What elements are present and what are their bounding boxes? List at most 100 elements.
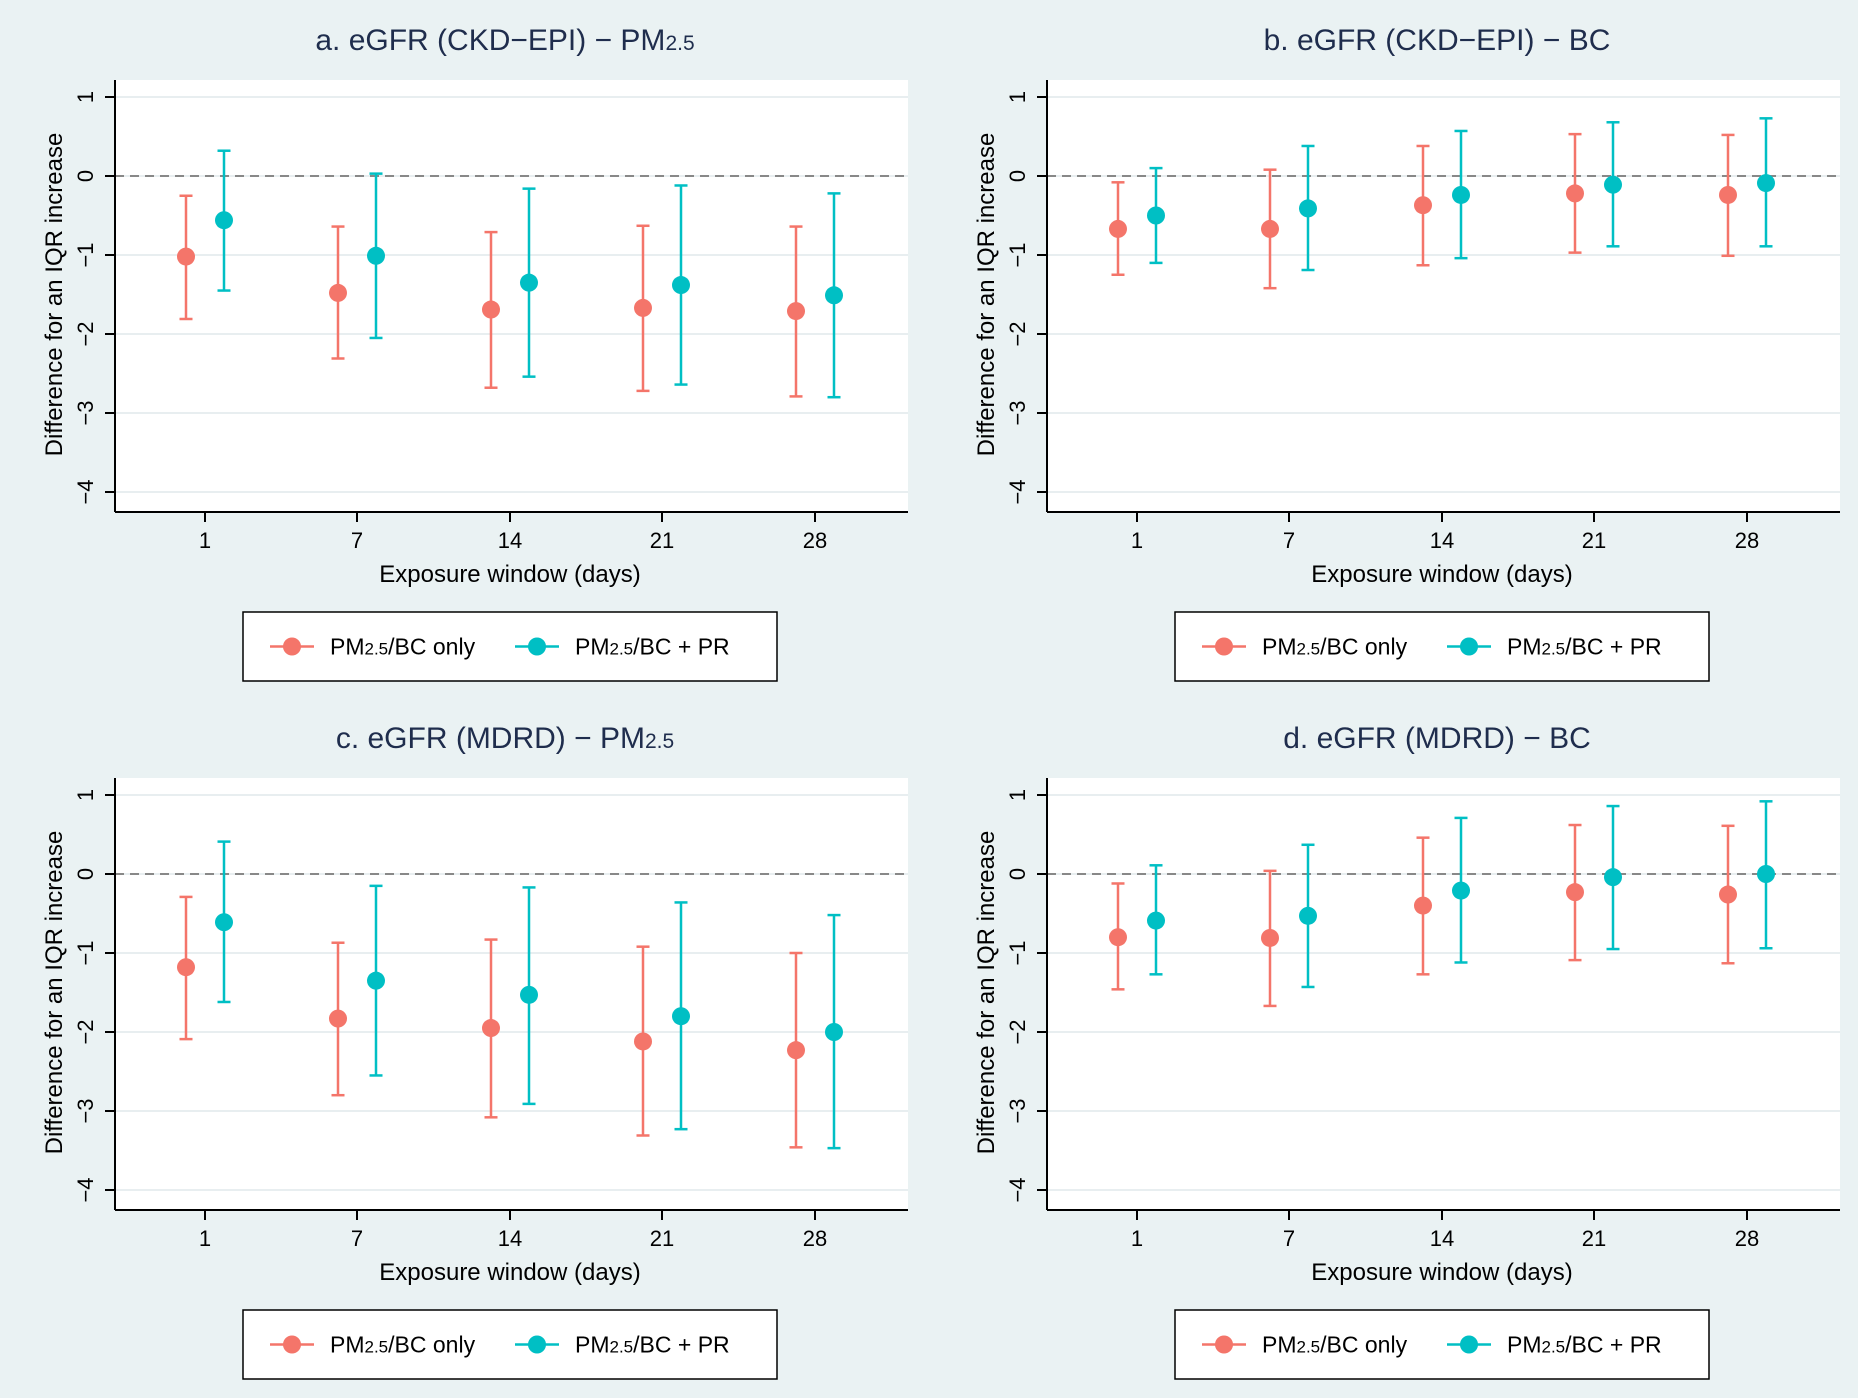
point-estimate (1414, 196, 1432, 215)
y-tick-label: −3 (73, 400, 98, 425)
x-tick-label: 1 (199, 528, 211, 553)
legend-marker (1460, 1335, 1478, 1354)
legend-label: PM2.5/BC only (1262, 634, 1408, 660)
point-estimate (672, 1007, 690, 1026)
point-estimate (1719, 885, 1737, 904)
y-tick-label: 0 (73, 170, 98, 182)
x-tick-label: 21 (650, 1226, 674, 1251)
y-axis-label: Difference for an IQR increase (41, 831, 68, 1155)
legend-marker (1460, 637, 1478, 656)
point-estimate (1261, 219, 1279, 238)
x-tick-label: 7 (351, 1226, 363, 1251)
legend-marker (1215, 637, 1233, 656)
chart-title: b. eGFR (CKD−EPI) − BC (1264, 24, 1611, 57)
point-estimate (329, 1009, 347, 1028)
x-tick-label: 7 (351, 528, 363, 553)
point-estimate (1147, 206, 1165, 225)
point-estimate (329, 283, 347, 302)
point-estimate (787, 1041, 805, 1060)
legend-marker (283, 1335, 301, 1354)
chart-panel-a: a. eGFR (CKD−EPI) − PM2.5 −4 −3 −2 −1 0 1 1 7 14 2… (41, 24, 908, 682)
legend-box (242, 1309, 778, 1380)
x-tick-label: 14 (498, 1226, 522, 1251)
point-estimate (215, 211, 233, 230)
x-axis-label: Exposure window (days) (1311, 1259, 1572, 1286)
point-estimate (787, 302, 805, 321)
x-tick-label: 1 (1131, 1226, 1143, 1251)
y-tick-label: −3 (73, 1098, 98, 1123)
y-tick-label: −4 (73, 1177, 98, 1202)
point-estimate (672, 276, 690, 295)
y-tick-label: 1 (73, 91, 98, 103)
legend-box (1174, 611, 1710, 682)
x-tick-label: 21 (650, 528, 674, 553)
x-axis-label: Exposure window (days) (379, 561, 640, 588)
legend-label: PM2.5/BC only (330, 1332, 476, 1358)
y-tick-label: −1 (1005, 242, 1030, 267)
x-tick-label: 14 (1430, 1226, 1454, 1251)
y-tick-label: −3 (1005, 1098, 1030, 1123)
x-tick-label: 1 (199, 1226, 211, 1251)
y-tick-label: −2 (1005, 1019, 1030, 1044)
y-tick-label: −3 (1005, 400, 1030, 425)
plot-area (1047, 778, 1840, 1210)
point-estimate (1414, 896, 1432, 915)
point-estimate (1452, 881, 1470, 900)
x-tick-label: 28 (803, 528, 827, 553)
point-estimate (1604, 175, 1622, 194)
legend-label: PM2.5/BC + PR (575, 1332, 730, 1358)
legend-label: PM2.5/BC + PR (575, 634, 730, 660)
point-estimate (1757, 174, 1775, 193)
legend-marker (283, 637, 301, 656)
x-tick-label: 21 (1582, 1226, 1606, 1251)
y-tick-label: 0 (1005, 170, 1030, 182)
legend-box (1174, 1309, 1710, 1380)
chart-title: d. eGFR (MDRD) − BC (1283, 722, 1591, 755)
point-estimate (215, 913, 233, 932)
point-estimate (520, 985, 538, 1004)
point-estimate (177, 958, 195, 977)
chart-title: a. eGFR (CKD−EPI) − PM2.5 (315, 24, 694, 57)
point-estimate (482, 300, 500, 319)
point-estimate (367, 971, 385, 990)
legend: PM2.5/BC only PM2.5/BC + PR (1174, 1309, 1710, 1380)
y-tick-label: −2 (73, 321, 98, 346)
y-tick-label: −4 (1005, 1177, 1030, 1202)
y-tick-label: 1 (1005, 91, 1030, 103)
point-estimate (825, 286, 843, 305)
y-axis-label: Difference for an IQR increase (973, 831, 1000, 1155)
chart-panel-d: d. eGFR (MDRD) − BC −4 −3 −2 −1 0 1 1 7 14 21 28 Exp… (973, 722, 1840, 1380)
legend-box (242, 611, 778, 682)
x-tick-label: 1 (1131, 528, 1143, 553)
point-estimate (1566, 184, 1584, 203)
point-estimate (1299, 199, 1317, 218)
plot-area (1047, 80, 1840, 512)
x-tick-label: 7 (1283, 1226, 1295, 1251)
y-tick-label: −2 (73, 1019, 98, 1044)
y-tick-label: 1 (73, 789, 98, 801)
legend-marker (528, 637, 546, 656)
y-tick-label: 0 (73, 868, 98, 880)
y-axis-label: Difference for an IQR increase (973, 133, 1000, 457)
legend-label: PM2.5/BC + PR (1507, 634, 1662, 660)
x-axis-label: Exposure window (days) (1311, 561, 1572, 588)
point-estimate (1147, 911, 1165, 930)
y-tick-label: −4 (1005, 479, 1030, 504)
chart-title: c. eGFR (MDRD) − PM2.5 (336, 722, 674, 755)
legend-label: PM2.5/BC only (1262, 1332, 1408, 1358)
y-tick-label: −4 (73, 479, 98, 504)
legend-marker (528, 1335, 546, 1354)
chart-panel-b: b. eGFR (CKD−EPI) − BC −4 −3 −2 −1 0 1 1 7 14 21 28… (973, 24, 1840, 682)
point-estimate (1261, 928, 1279, 947)
y-tick-label: −2 (1005, 321, 1030, 346)
legend-label: PM2.5/BC + PR (1507, 1332, 1662, 1358)
legend: PM2.5/BC only PM2.5/BC + PR (242, 1309, 778, 1380)
legend-marker (1215, 1335, 1233, 1354)
point-estimate (1566, 883, 1584, 902)
point-estimate (367, 246, 385, 265)
plot-area (115, 80, 908, 512)
x-tick-label: 21 (1582, 528, 1606, 553)
point-estimate (634, 298, 652, 317)
point-estimate (1299, 906, 1317, 925)
